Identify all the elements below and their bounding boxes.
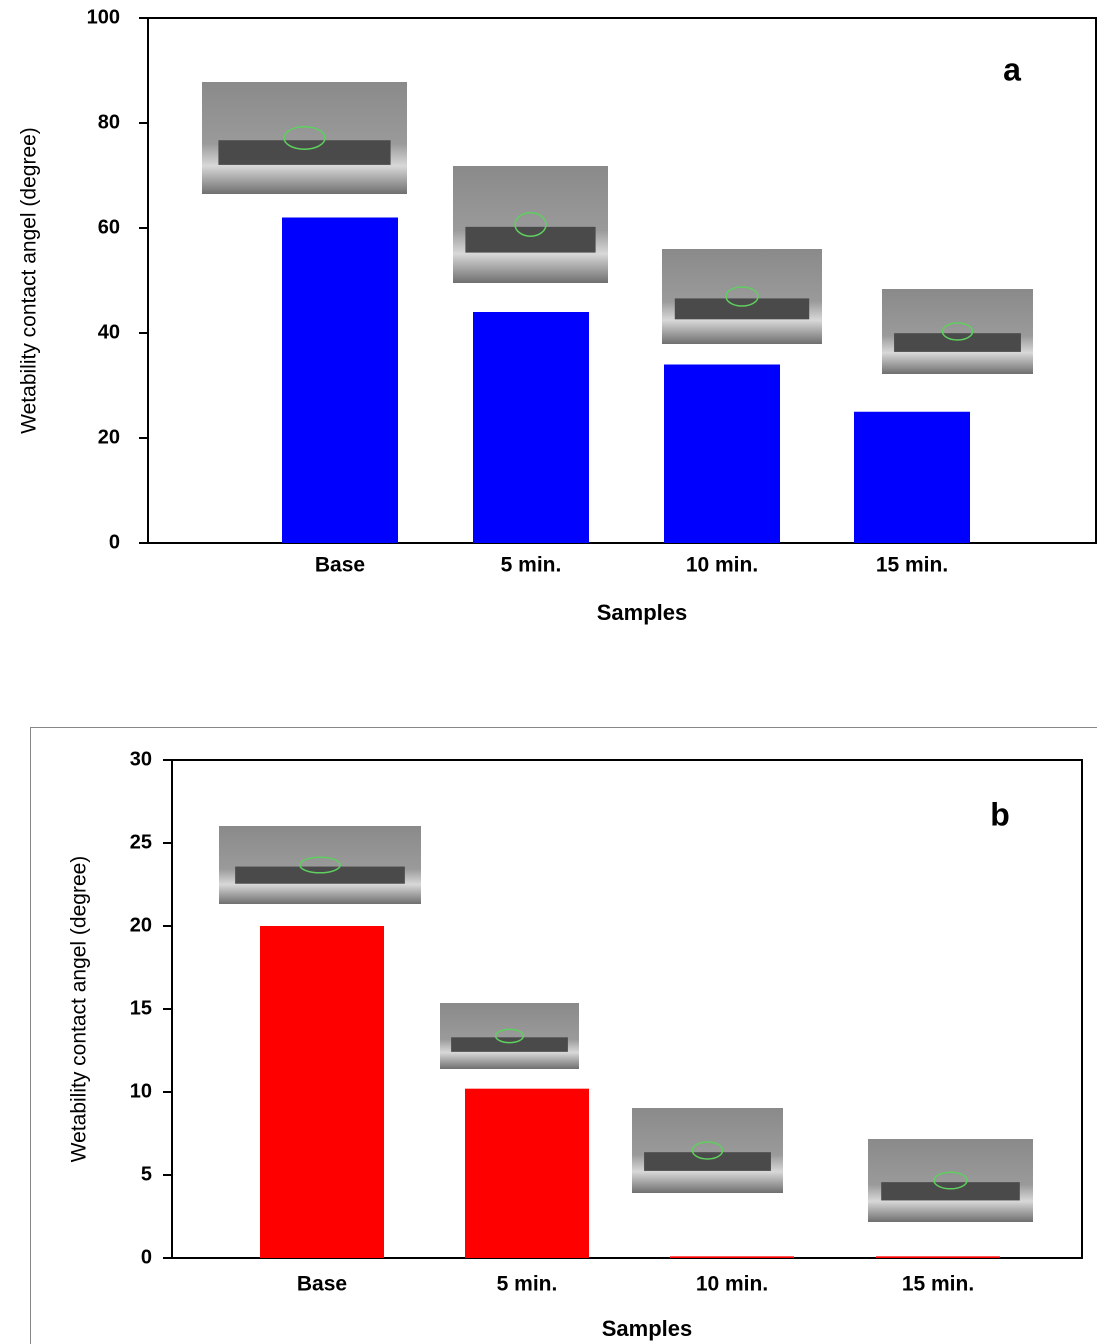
y-tick-label: 60 [98, 216, 120, 238]
sample-piece [465, 226, 596, 253]
bar [876, 1256, 1000, 1258]
x-tick-label: 5 min. [497, 1273, 558, 1296]
panel-label: a [1003, 51, 1021, 87]
sample-photo [662, 249, 822, 344]
droplet-outline [283, 126, 326, 150]
sample-piece [894, 333, 1021, 352]
sample-photo [882, 289, 1033, 374]
sample-piece [235, 866, 405, 884]
y-tick-label: 20 [130, 914, 152, 936]
bar [465, 1088, 589, 1258]
bar [282, 217, 398, 543]
y-axis-label: Wetability contact angel (degree) [18, 127, 41, 434]
x-axis-label: Samples [602, 1316, 693, 1341]
bar [854, 411, 970, 543]
droplet-outline [691, 1141, 724, 1160]
y-tick-label: 30 [130, 748, 152, 770]
sample-photo [632, 1108, 783, 1193]
droplet-outline [514, 212, 547, 237]
x-tick-label: Base [315, 554, 365, 577]
y-tick-label: 0 [109, 531, 120, 553]
panel-frame [30, 727, 1097, 1344]
sample-piece [644, 1152, 771, 1171]
y-tick-label: 100 [87, 6, 120, 28]
sample-piece [451, 1037, 568, 1052]
sample-photo [868, 1139, 1033, 1222]
droplet-outline [725, 286, 759, 307]
sample-photo [453, 166, 608, 283]
droplet-outline [494, 1028, 525, 1044]
x-tick-label: 15 min. [902, 1273, 974, 1296]
y-axis-label: Wetability contact angel (degree) [68, 856, 91, 1163]
x-tick-label: 10 min. [686, 554, 758, 577]
x-axis-label: Samples [597, 600, 688, 625]
x-tick-label: 15 min. [876, 554, 948, 577]
y-tick-label: 80 [98, 111, 120, 133]
y-tick-label: 10 [130, 1080, 152, 1102]
sample-photo [219, 826, 421, 904]
panel-label: b [990, 796, 1010, 832]
droplet-outline [299, 856, 341, 874]
bar [473, 312, 589, 543]
sample-piece [674, 298, 810, 320]
bar [664, 364, 780, 543]
y-tick-label: 15 [130, 997, 152, 1019]
sample-photo [202, 82, 407, 194]
sample-piece [881, 1182, 1020, 1201]
y-tick-label: 0 [141, 1246, 152, 1268]
droplet-outline [941, 322, 974, 341]
bar [670, 1256, 794, 1258]
x-tick-label: Base [297, 1273, 347, 1296]
y-tick-label: 5 [141, 1163, 152, 1185]
y-tick-label: 40 [98, 321, 120, 343]
sample-piece [218, 140, 391, 165]
bar [260, 926, 384, 1258]
sample-photo [440, 1003, 579, 1069]
droplet-outline [933, 1171, 968, 1190]
y-tick-label: 20 [98, 426, 120, 448]
plot-frame [147, 17, 1097, 544]
y-tick-label: 25 [130, 831, 152, 853]
x-tick-label: 10 min. [696, 1273, 768, 1296]
x-tick-label: 5 min. [501, 554, 562, 577]
